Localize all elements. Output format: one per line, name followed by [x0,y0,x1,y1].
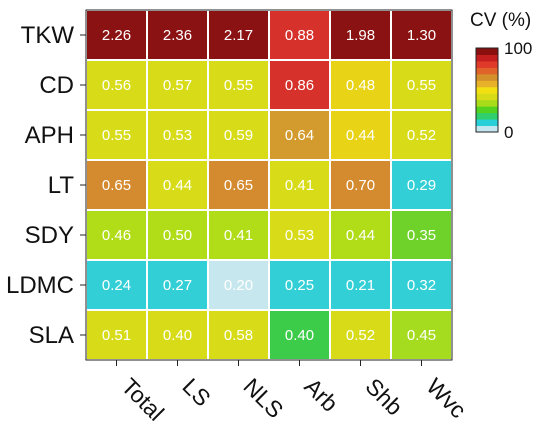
heatmap-cell-sdy-nls [207,209,270,261]
cell-value-tkw-ls: 2.36 [163,27,192,44]
colorbar-swatch [476,119,498,127]
row-label-lt: LT [48,172,75,199]
heatmap-cells [85,9,453,361]
cell-value-ldmc-shb: 0.21 [346,277,375,294]
cell-value-lt-ls: 0.44 [163,177,192,194]
row-label-ldmc: LDMC [6,272,74,299]
cell-value-ldmc-arb: 0.25 [285,277,314,294]
cell-value-lt-shb: 0.70 [346,177,375,194]
colorbar-swatch [476,86,498,94]
row-label-tkw: TKW [21,22,75,49]
colorbar-legend: CV (%) 100 0 [470,10,532,142]
heatmap-cell-labels: 2.26 2.36 2.17 0.88 1.98 1.30 0.56 0.57 0.55 0.86… [102,27,436,344]
heatmap-cell-cd-ls [146,59,209,111]
row-label-sdy: SDY [25,222,74,249]
heatmap-cell-ldmc-wvc [390,259,453,311]
colorbar-frame [475,47,499,133]
col-label-wvc: Wvc [422,373,472,423]
col-label-nls: NLS [239,373,289,423]
heatmap-cell-cd-arb [268,59,331,111]
cell-value-lt-nls: 0.65 [224,177,253,194]
cell-value-sdy-shb: 0.44 [346,227,375,244]
heatmap-cell-lt-ls [146,159,209,211]
cell-value-sla-ls: 0.40 [163,327,192,344]
colorbar-swatch [476,93,498,101]
cell-value-tkw-shb: 1.98 [346,27,375,44]
colorbar-swatch [476,125,498,133]
cell-value-aph-shb: 0.44 [346,127,375,144]
cell-value-lt-arb: 0.41 [285,177,314,194]
cell-value-cd-wvc: 0.55 [407,77,436,94]
colorbar-swatch [476,112,498,120]
cell-value-aph-wvc: 0.52 [407,127,436,144]
colorbar-swatch [476,54,498,62]
cell-value-cd-shb: 0.48 [346,77,375,94]
cell-value-sdy-ls: 0.50 [163,227,192,244]
cell-value-sdy-nls: 0.41 [224,227,253,244]
col-label-arb: Arb [300,373,344,417]
col-label-shb: Shb [361,373,408,420]
heatmap-cell-aph-shb [329,109,392,161]
cell-value-tkw-wvc: 1.30 [407,27,436,44]
colorbar-swatch [476,106,498,114]
cell-value-sla-nls: 0.58 [224,327,253,344]
cell-value-cd-ls: 0.57 [163,77,192,94]
heatmap-cell-aph-ls [146,109,209,161]
column-labels: Total LS NLS Arb Shb Wvc [116,360,472,426]
colorbar-swatch [476,73,498,81]
colorbar-swatch [476,99,498,107]
heatmap-cell-cd-wvc [390,59,453,111]
heatmap-cell-lt-total [85,159,148,211]
heatmap-cell-lt-shb [329,159,392,211]
row-label-cd: CD [39,72,74,99]
cell-value-aph-total: 0.55 [102,127,131,144]
col-label-total: Total [117,373,170,426]
heatmap-cell-aph-arb [268,109,331,161]
cell-value-sdy-wvc: 0.35 [407,227,436,244]
col-label-ls: LS [178,373,216,411]
cell-value-sdy-arb: 0.53 [285,227,314,244]
cell-value-lt-wvc: 0.29 [407,177,436,194]
cell-value-tkw-nls: 2.17 [224,27,253,44]
heatmap-cell-tkw-wvc [390,9,453,61]
heatmap-cell-sla-wvc [390,309,453,361]
cell-value-tkw-arb: 0.88 [285,27,314,44]
cell-value-cd-total: 0.56 [102,77,131,94]
row-label-aph: APH [25,122,74,149]
heatmap-cell-lt-nls [207,159,270,211]
colorbar-title: CV (%) [470,10,531,31]
cell-value-aph-arb: 0.64 [285,127,314,144]
cell-value-ldmc-total: 0.24 [102,277,131,294]
colorbar-swatch [476,80,498,88]
colorbar-swatches [476,48,498,133]
cell-value-ldmc-ls: 0.27 [163,277,192,294]
cell-value-sla-total: 0.51 [102,327,131,344]
colorbar-min-label: 0 [504,123,513,142]
colorbar-swatch [476,60,498,68]
colorbar-max-label: 100 [504,39,532,58]
colorbar-swatch [476,67,498,75]
cell-value-lt-total: 0.65 [102,177,131,194]
heatmap-cell-lt-arb [268,159,331,211]
cell-value-sdy-total: 0.46 [102,227,131,244]
cell-value-ldmc-wvc: 0.32 [407,277,436,294]
row-labels: TKW CD APH LT SDY LDMC SLA [6,22,86,349]
row-label-sla: SLA [29,322,74,349]
cell-value-cd-nls: 0.55 [224,77,253,94]
heatmap-cell-sla-total [85,309,148,361]
cell-value-aph-ls: 0.53 [163,127,192,144]
cell-value-aph-nls: 0.59 [224,127,253,144]
cell-value-sla-arb: 0.40 [285,327,314,344]
cell-value-cd-arb: 0.86 [285,77,314,94]
colorbar-swatch [476,48,498,55]
cell-value-sla-wvc: 0.45 [407,327,436,344]
heatmap-cell-ldmc-total [85,259,148,311]
cell-value-sla-shb: 0.52 [346,327,375,344]
heatmap-cell-sdy-shb [329,209,392,261]
cell-value-ldmc-nls: 0.20 [224,277,253,294]
plot-border [85,9,453,361]
cell-value-tkw-total: 2.26 [102,27,131,44]
